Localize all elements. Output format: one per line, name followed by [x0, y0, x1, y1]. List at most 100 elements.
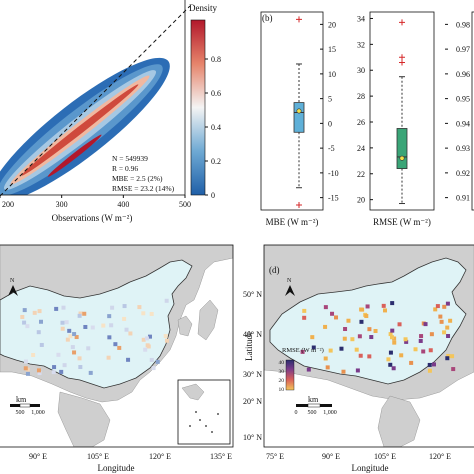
station-marker [446, 334, 451, 339]
y-tick-label: -5 [328, 144, 335, 153]
iqr-box [396, 128, 408, 169]
station-marker [392, 336, 397, 341]
station-marker [388, 332, 393, 337]
scale-tick: 500 [308, 410, 317, 416]
lon-tick: 105° E [87, 452, 109, 461]
station-marker [358, 353, 363, 358]
station-marker [36, 368, 41, 373]
legend-tick: 30 [279, 369, 285, 375]
lon-tick: 90° E [29, 452, 47, 461]
station-marker [37, 371, 42, 376]
station-marker [419, 334, 424, 339]
station-marker [451, 367, 456, 372]
station-marker [381, 303, 386, 308]
station-marker [339, 346, 344, 351]
station-marker [390, 335, 395, 340]
station-marker [128, 331, 133, 336]
lon-tick: 120° E [429, 452, 451, 461]
mbe-box [293, 16, 305, 209]
scale-bar-d: km 0 500 1,000 [295, 395, 337, 416]
legend-tick: 20 [279, 378, 285, 384]
colorbar-tick: 0.6 [211, 89, 221, 98]
station-marker [359, 307, 364, 312]
station-marker [36, 330, 41, 335]
station-marker [445, 356, 450, 361]
x-tick-label: 500 [179, 200, 191, 209]
inset-islands [189, 411, 219, 433]
station-marker [164, 298, 169, 303]
y-tick-label: -10 [328, 169, 339, 178]
map-d-xlabel: Longitude [352, 463, 389, 473]
y-tick-label: 32 [357, 40, 365, 49]
station-marker [439, 319, 444, 324]
station-marker [350, 337, 355, 342]
outlier-marker [399, 59, 405, 66]
station-marker [431, 362, 436, 367]
iqr-box [293, 102, 305, 133]
lon-tick: 75° E [266, 452, 284, 461]
station-marker [164, 338, 169, 343]
station-marker [22, 320, 27, 325]
station-marker [25, 371, 30, 376]
stat-rmse: RMSE = 23.2 (14%) [112, 184, 175, 193]
station-marker [64, 320, 69, 325]
station-marker [39, 342, 44, 347]
stat-mbe: MBE = 2.5 (2%) [112, 174, 163, 183]
station-marker [110, 305, 115, 310]
rmse-map-legend: RMSE (W m⁻²) 40 30 20 10 [279, 347, 324, 393]
station-marker [60, 326, 65, 331]
station-marker [421, 349, 426, 354]
x-tick-label: 200 [2, 200, 14, 209]
map-c-lon-ticks: 90° E 105° E 120° E 135° E [29, 452, 232, 461]
station-marker [323, 324, 328, 329]
station-marker [359, 319, 364, 324]
station-marker [343, 327, 348, 332]
station-marker [23, 366, 28, 371]
station-marker [155, 359, 160, 364]
station-marker [388, 362, 393, 367]
y-tick-label: -15 [328, 194, 339, 203]
map-d-frame [263, 244, 474, 448]
map-d-stations [300, 301, 456, 374]
panel-d-label: (d) [269, 265, 280, 275]
colorbar-tick: 0.8 [211, 55, 221, 64]
station-marker [446, 353, 451, 358]
station-marker [90, 325, 95, 330]
stat-r: R = 0.96 [112, 164, 138, 173]
y-tick-label: 0.94 [456, 119, 470, 128]
north-label: N [10, 278, 15, 284]
station-marker [126, 357, 131, 362]
lon-tick: 120° E [149, 452, 171, 461]
rmse-y-ticks: 34 32 30 28 26 24 22 20 [357, 14, 373, 205]
y-tick-label: 0.91 [456, 194, 470, 203]
station-marker [306, 367, 311, 372]
station-marker [117, 345, 122, 350]
mean-marker [399, 155, 405, 161]
station-marker [323, 305, 328, 310]
station-marker [124, 327, 129, 332]
station-marker [367, 354, 372, 359]
map-d-lon-ticks: 75° E 90° E 105° E 120° E [266, 452, 451, 461]
station-marker [39, 319, 44, 324]
station-marker [37, 309, 42, 314]
station-marker [25, 324, 30, 329]
station-marker [101, 323, 106, 328]
r-axes-frame [471, 11, 474, 211]
station-marker [72, 350, 77, 355]
legend-title: RMSE (W m⁻²) [282, 347, 324, 354]
y-tick-label: 10 [328, 70, 336, 79]
scale-label: km [16, 395, 27, 404]
station-marker [354, 347, 359, 352]
station-marker [70, 345, 75, 350]
scale-bar: km 500 1,000 [10, 395, 45, 416]
station-marker [386, 357, 391, 362]
lat-tick: 50° N [243, 290, 262, 299]
colorbar-title: Density [189, 3, 217, 13]
station-marker [144, 336, 149, 341]
station-marker [427, 368, 432, 373]
station-marker [341, 369, 346, 374]
panel-b-label: (b) [262, 13, 273, 23]
legend-tick: 10 [279, 387, 285, 393]
x-tick-label: 300 [56, 200, 68, 209]
